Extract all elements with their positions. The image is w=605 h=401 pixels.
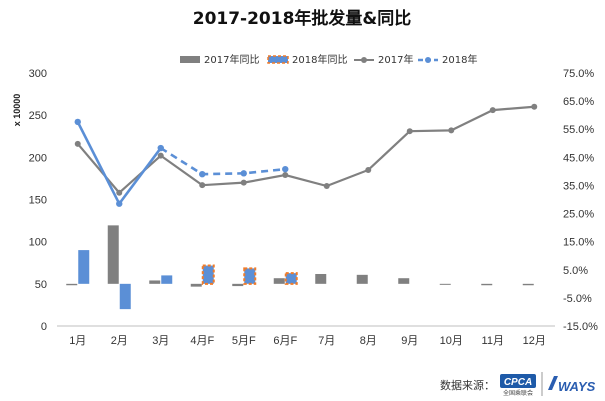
svg-text:全国乘联会: 全国乘联会 [503, 389, 533, 397]
point-2017 [365, 166, 372, 173]
legend-swatch-2018-yoy [267, 55, 289, 64]
legend-swatch-2017-yoy [180, 56, 200, 63]
legend-label-2018: 2018年 [442, 53, 477, 66]
bar-2017-yoy [66, 283, 78, 286]
x-tick-label: 12月 [523, 335, 546, 347]
y-left-tick-label: 100 [29, 237, 47, 249]
legend-marker-2018 [425, 57, 431, 63]
point-2017 [116, 189, 123, 196]
x-tick-label: 8月 [360, 335, 377, 347]
y-right-tick-label: 55.0% [563, 124, 594, 136]
svg-text:WAYS: WAYS [558, 379, 596, 394]
bar-2018-yoy [119, 283, 131, 310]
footer: 数据来源： CPCA 全国乘联会 WAYS [440, 372, 596, 397]
point-2018 [240, 170, 247, 177]
point-2017 [448, 127, 455, 134]
bar-2017-yoy [439, 283, 451, 285]
y-left-tick-label: 150 [29, 195, 47, 207]
x-tick-label: 2月 [111, 335, 128, 347]
point-2018 [199, 171, 206, 178]
legend-label-2017-yoy: 2017年同比 [204, 53, 259, 66]
x-tick-label: 4月F [190, 335, 214, 347]
x-tick-label: 6月F [273, 335, 297, 347]
svg-text:CPCA: CPCA [504, 377, 532, 388]
y-left-tick-label: 50 [35, 279, 47, 291]
y-left-tick-label: 300 [29, 68, 47, 80]
y-right-tick-label: -5.0% [563, 293, 592, 305]
line-2018-forecast [160, 146, 286, 176]
y-right-tick-label: 25.0% [563, 209, 594, 221]
bar-2018-yoy [243, 267, 257, 285]
legend-marker-2017 [361, 57, 367, 63]
legend-label-2018-yoy: 2018年同比 [292, 53, 347, 66]
point-2017 [489, 107, 496, 114]
y-right-tick-label: 5.0% [563, 265, 588, 277]
y-right-tick-label: 35.0% [563, 180, 594, 192]
y-unit-label: x 10000 [12, 94, 22, 127]
y-left-tick-label: 250 [29, 110, 47, 122]
bar-2018-yoy [201, 264, 215, 285]
bar-2017-yoy [107, 225, 119, 284]
bar-2017-yoy [481, 283, 493, 286]
ways-logo: WAYS [548, 376, 596, 394]
bar-2017-yoy [522, 283, 534, 286]
point-2018 [282, 165, 289, 173]
y-right-tick-label: 45.0% [563, 152, 594, 164]
point-2017 [240, 179, 247, 186]
bar-2017-yoy [315, 273, 327, 284]
bar-2018-yoy [284, 272, 298, 285]
x-tick-label: 9月 [401, 335, 418, 347]
y-right-tick-label: -15.0% [563, 321, 598, 333]
x-tick-label: 7月 [318, 335, 335, 347]
point-2017 [323, 183, 330, 190]
point-2017 [74, 140, 81, 147]
x-tick-label: 11月 [482, 335, 504, 347]
bar-2018-yoy [78, 250, 90, 284]
bar-2017-yoy [398, 278, 410, 284]
x-tick-label: 3月 [152, 335, 169, 347]
bar-2017-yoy [190, 283, 202, 287]
bar-2017-yoy [356, 274, 368, 284]
point-2017 [531, 103, 538, 110]
bar-2017-yoy [232, 283, 244, 287]
cpca-logo: CPCA 全国乘联会 [500, 374, 536, 397]
line-2017 [76, 105, 535, 195]
x-tick-label: 1月 [69, 335, 86, 347]
y-left-tick-label: 0 [41, 321, 47, 333]
point-2017 [199, 182, 206, 189]
point-2017 [157, 152, 164, 159]
y-right-tick-label: 15.0% [563, 237, 594, 249]
bar-2017-yoy [149, 280, 161, 284]
bar-2017-yoy [273, 278, 285, 284]
point-2017 [406, 128, 413, 135]
source-label: 数据来源： [440, 378, 495, 392]
point-2018 [74, 118, 81, 126]
chart-title: 2017-2018年批发量&同比 [193, 8, 412, 29]
x-tick-label: 5月F [232, 335, 256, 347]
bar-2018-yoy [161, 275, 173, 284]
point-2017 [282, 172, 289, 179]
y-left-tick-label: 200 [29, 152, 47, 164]
y-right-tick-label: 65.0% [563, 96, 594, 108]
point-2018 [116, 200, 123, 207]
point-2018 [157, 144, 164, 152]
x-tick-label: 10月 [440, 335, 463, 347]
y-right-tick-label: 75.0% [563, 68, 594, 80]
legend-label-2017: 2017年 [378, 53, 413, 66]
